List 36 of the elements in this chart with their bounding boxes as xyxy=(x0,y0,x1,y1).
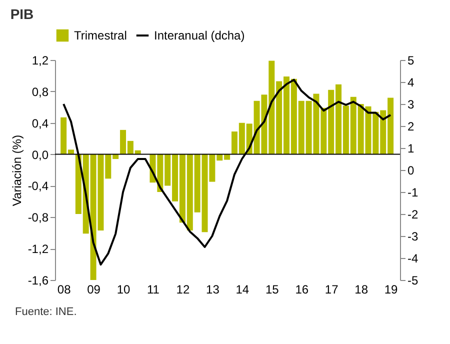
y2-tick-label: -2 xyxy=(408,208,418,222)
x-tick-label: 17 xyxy=(324,282,339,296)
x-tick-label: 11 xyxy=(147,282,160,296)
y2-tick-label: 4 xyxy=(408,76,414,90)
chart-title: PIB xyxy=(10,6,34,22)
x-tick-label: 19 xyxy=(384,282,398,296)
x-tick-label: 09 xyxy=(87,282,101,296)
x-tick-label: 18 xyxy=(354,282,368,296)
legend-label: Interanual (dcha) xyxy=(154,28,245,42)
y2-tick-label: -1 xyxy=(408,186,418,200)
y-tick-label: -0,8 xyxy=(28,210,49,225)
source-note: Fuente: INE. xyxy=(15,306,77,318)
y2-tick-label: -3 xyxy=(408,230,418,244)
x-tick-label: 16 xyxy=(295,282,309,296)
y2-tick-label: 1 xyxy=(408,142,414,156)
y2-tick-label: 2 xyxy=(408,120,414,134)
y-tick-label: 0,8 xyxy=(32,84,49,99)
x-tick-label: 14 xyxy=(236,282,250,296)
y2-tick-label: 3 xyxy=(408,98,414,112)
y2-tick-label: 0 xyxy=(408,164,414,178)
y2-tick-label: -4 xyxy=(408,252,418,266)
y-axis-title: Variación (%) xyxy=(10,134,24,206)
y-tick-label: -0,4 xyxy=(28,179,49,194)
y-tick-label: 0,4 xyxy=(32,116,49,130)
y-tick-label: 1,2 xyxy=(32,54,49,68)
legend-label: Trimestral xyxy=(74,28,127,42)
x-tick-label: 10 xyxy=(116,282,131,296)
x-tick-label: 08 xyxy=(57,282,72,296)
y2-tick-label: -5 xyxy=(408,274,418,288)
x-tick-label: 12 xyxy=(176,282,190,296)
y2-tick-label: 5 xyxy=(408,54,414,68)
y-tick-label: -1,6 xyxy=(28,274,49,288)
x-tick-label: 15 xyxy=(265,282,280,296)
y-tick-label: 0,0 xyxy=(32,148,49,162)
y-tick-label: -1,2 xyxy=(28,242,49,256)
x-tick-label: 13 xyxy=(206,282,220,296)
